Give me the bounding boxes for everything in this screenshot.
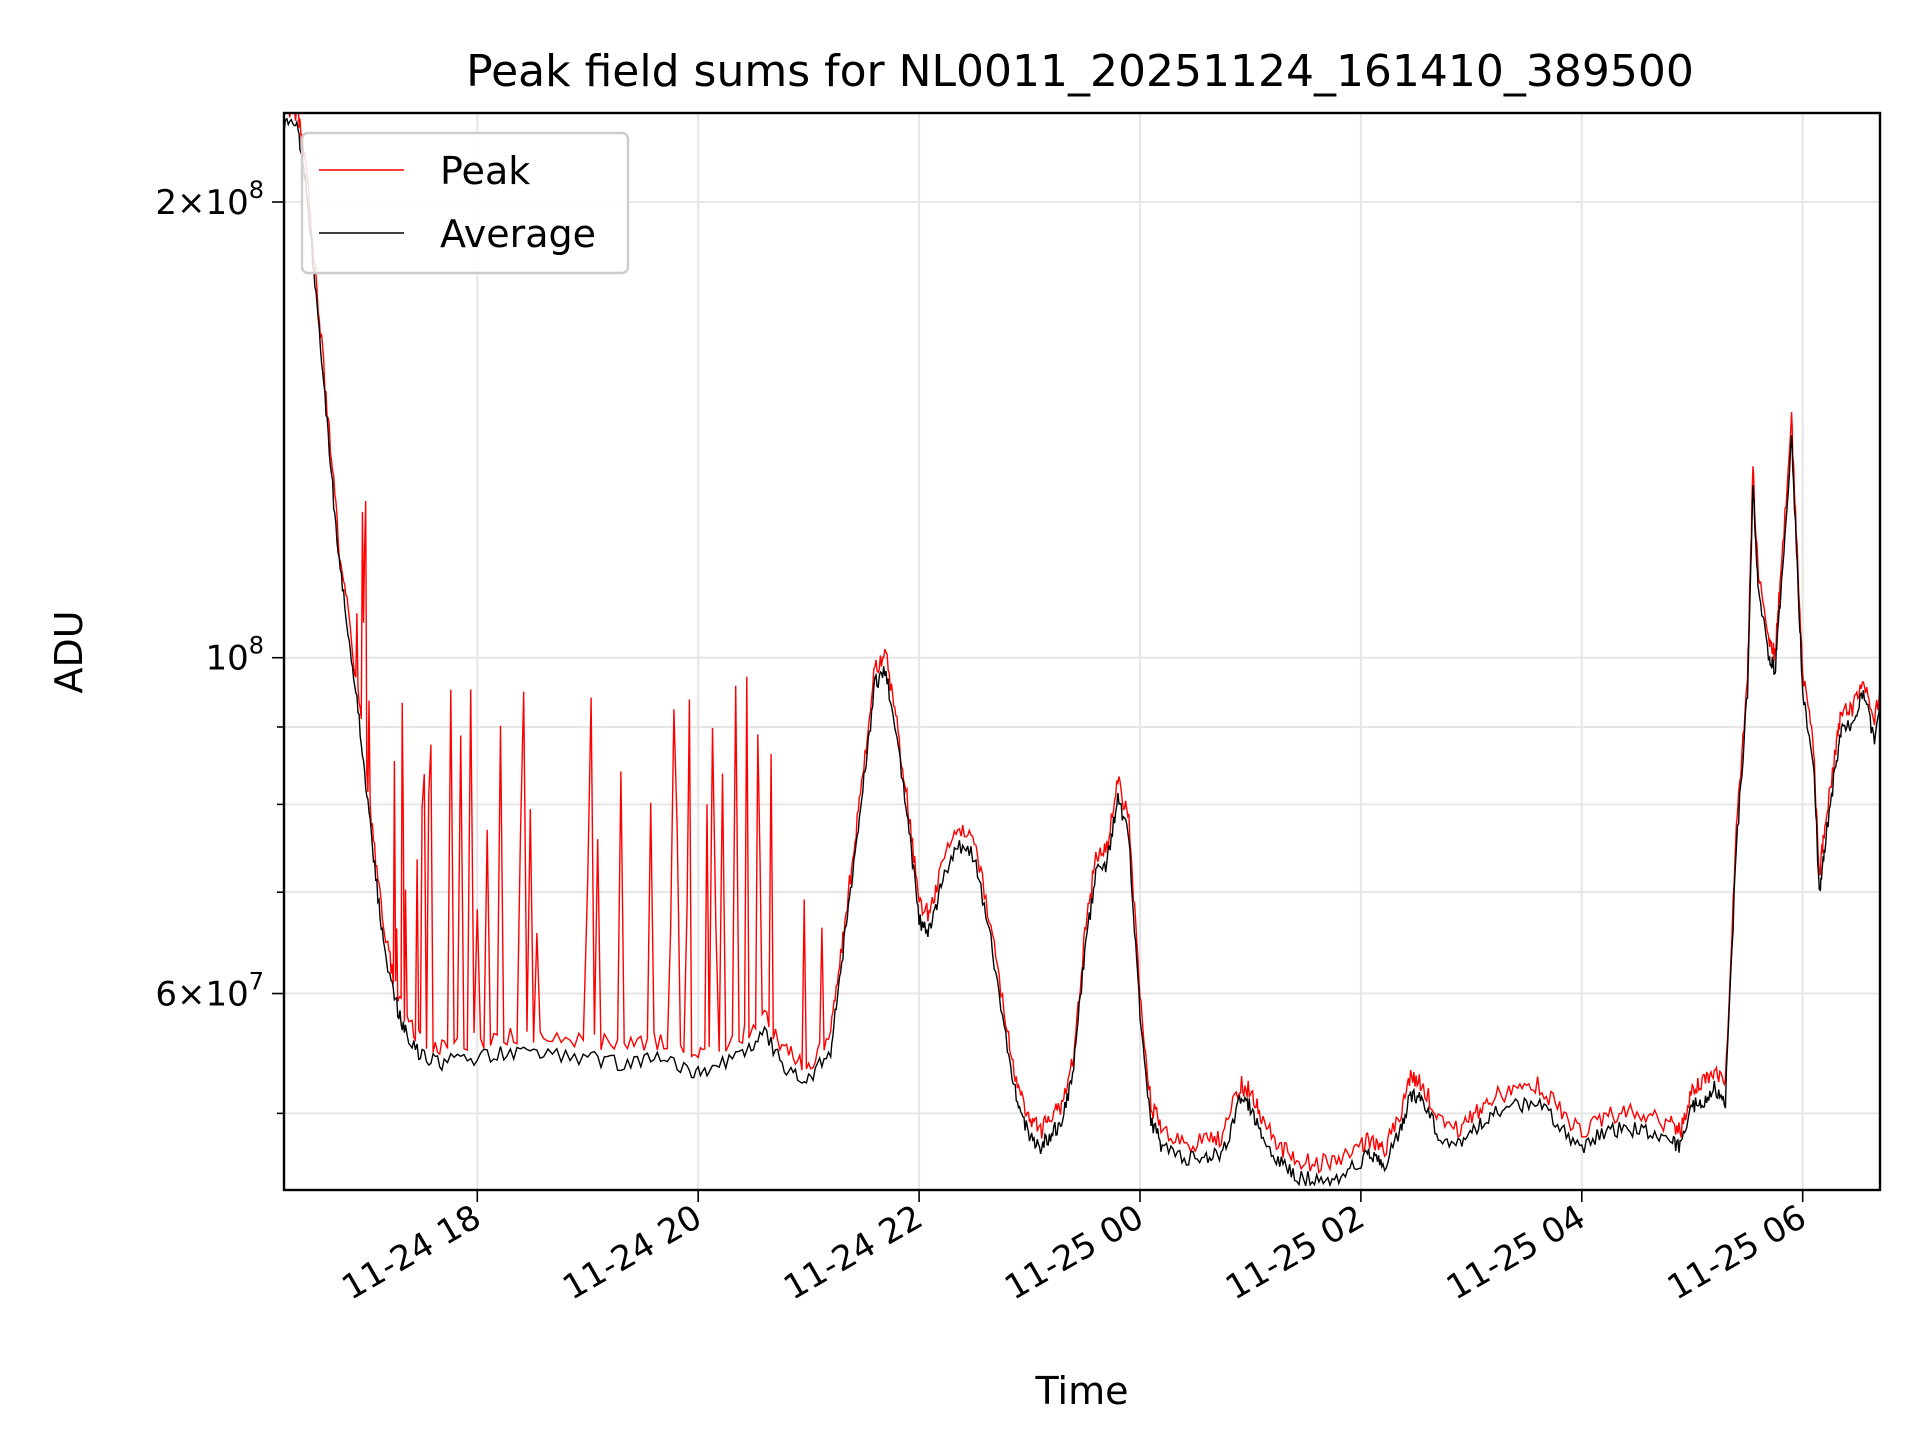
- x-tick-label: 11-25 02: [1219, 1197, 1371, 1308]
- x-axis-label: Time: [1035, 1369, 1129, 1413]
- y-tick-label: 6×107: [155, 968, 264, 1015]
- y-axis: 6×107 108 2×108: [155, 176, 284, 1115]
- grid: [284, 113, 1880, 1190]
- average-series: [284, 117, 1880, 1188]
- legend-average-label: Average: [440, 212, 596, 256]
- x-tick-label: 11-25 00: [998, 1197, 1150, 1308]
- legend-box: [300, 131, 630, 275]
- x-axis: 11-24 18 11-24 20 11-24 22 11-25 00 11-25 02…: [335, 1190, 1813, 1308]
- x-tick-label: 11-24 22: [777, 1197, 929, 1308]
- x-tick-label: 11-25 06: [1661, 1197, 1813, 1308]
- y-tick-label: 108: [205, 632, 264, 679]
- y-axis-label: ADU: [47, 610, 91, 693]
- average-line: [284, 117, 1880, 1188]
- x-tick-label: 11-24 20: [556, 1197, 708, 1308]
- plot-frame: [282, 111, 1882, 1192]
- x-tick-label: 11-25 04: [1440, 1197, 1592, 1308]
- legend: Peak Average: [300, 131, 630, 275]
- x-tick-label: 11-24 18: [335, 1197, 487, 1308]
- chart-title: Peak field sums for NL0011_20251124_1614…: [466, 46, 1694, 97]
- y-tick-label: 2×108: [155, 176, 264, 223]
- legend-peak-label: Peak: [440, 149, 530, 193]
